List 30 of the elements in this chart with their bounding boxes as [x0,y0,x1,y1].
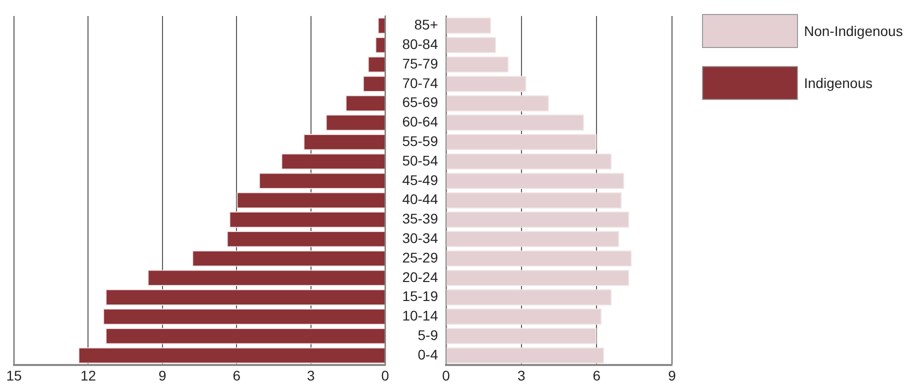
y-tick-label: 20-24 [402,268,438,285]
y-tick-label: 0-4 [418,346,438,362]
x-tick-label: 9 [668,367,676,384]
y-tick-label: 60-64 [402,114,438,130]
x-tick-label: 15 [6,367,22,384]
y-tick-label: 10-14 [402,308,438,324]
y-tick-label: 70-74 [402,74,438,91]
y-tick-label: 50-54 [402,152,438,168]
y-tick-label: 55-59 [402,132,438,149]
x-tick-label: 3 [306,367,315,384]
y-tick-label: 30-34 [402,230,438,246]
text: Non-Indigenous [804,23,903,39]
y-tick-label: 25-29 [402,249,438,266]
x-tick-label: 3 [517,367,526,384]
x-tick-label: 6 [232,367,241,384]
x-tick-label: 0 [442,367,450,384]
y-tick-label: 75-79 [402,55,438,72]
x-tick-label: 6 [592,367,601,384]
y-tick-label: 40-44 [402,191,438,208]
x-tick-label: 9 [158,367,167,384]
y-tick-label: 15-19 [402,288,438,304]
y-tick-label: 45-49 [402,172,438,188]
y-tick-label: 80-84 [402,36,438,52]
y-tick-label: 35-39 [402,210,438,227]
x-tick-label: 12 [80,367,96,384]
text: Indigenous [804,75,873,91]
y-tick-label: 65-69 [402,94,438,110]
y-tick-label: 5-9 [418,326,438,343]
x-tick-label: 0 [381,367,390,384]
y-tick-label: 85+ [414,16,438,33]
